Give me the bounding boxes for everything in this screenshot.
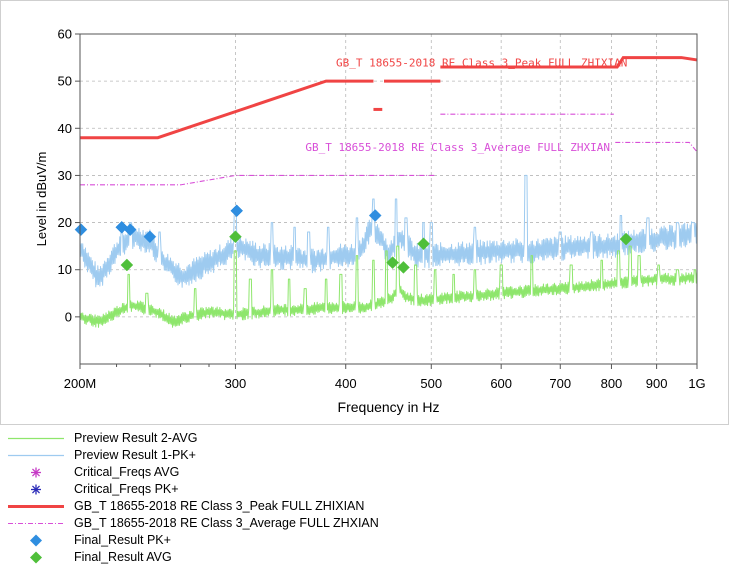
final-avg-marker [619, 232, 633, 246]
legend-item: Final_Result PK+ [0, 532, 730, 549]
emi-spectrum-chart: 0 10 20 30 40 50 60 200M 300 400 500 600 700 800 900 1G… [34, 27, 706, 416]
legend-symbol-thin-line [8, 454, 64, 457]
peak-limit-segment [80, 79, 374, 140]
final-pk-marker [74, 223, 88, 236]
pk-trace-line [79, 174, 698, 288]
x-tick-label: 600 [490, 376, 512, 391]
avg-trace-line [79, 245, 698, 328]
y-tick-label: 0 [65, 309, 72, 324]
x-tick-label: 1G [688, 376, 705, 391]
legend-symbol-diamond [30, 551, 42, 564]
legend-item: Preview Result 2-AVG [0, 430, 730, 447]
legend-label: Critical_Freqs PK+ [74, 482, 179, 496]
legend-symbol-diamond [30, 534, 42, 547]
final-pk-marker [143, 230, 157, 244]
y-tick-label: 60 [58, 27, 72, 42]
legend-symbol-star [31, 467, 41, 478]
limit-lines [80, 56, 698, 186]
legend-symbol-thin-line [8, 437, 64, 440]
y-tick-label: 40 [58, 121, 72, 136]
limit-annotation: GB_T 18655-2018 RE Class 3_Average FULL … [305, 141, 610, 154]
final-pk-marker [230, 204, 244, 218]
x-tick-label: 300 [225, 376, 247, 391]
avg-limit-segment [615, 141, 698, 153]
y-axis-label: Level in dBuV/m [34, 152, 49, 247]
chart-frame: 0 10 20 30 40 50 60 200M 300 400 500 600 700 800 900 1G… [0, 0, 729, 425]
legend-item: Preview Result 1-PK+ [0, 447, 730, 464]
legend-item: GB_T 18655-2018 RE Class 3_Average FULL … [0, 515, 730, 532]
legend-symbol-thick-line [8, 505, 64, 508]
legend-diamond [30, 551, 42, 564]
x-tick-label: 900 [646, 376, 668, 391]
peak-limit-segment [440, 56, 698, 69]
legend-symbol-star [31, 484, 41, 495]
final-pk-marker [368, 209, 382, 222]
avg-limit-segment [80, 174, 436, 186]
measurement-traces [79, 174, 698, 328]
final-pk-marker [123, 223, 137, 236]
final-avg-marker [229, 230, 242, 244]
legend: Preview Result 2-AVG Preview Result 1-PK+… [0, 430, 730, 574]
legend-item: GB_T 18655-2018 RE Class 3_Peak FULL ZHI… [0, 498, 730, 515]
final-avg-marker [397, 261, 410, 274]
legend-star-stroke [32, 485, 40, 494]
y-tick-label: 30 [58, 168, 72, 183]
axis-ticks: 0 10 20 30 40 50 60 200M 300 400 500 600 700 800 900 1G… [58, 27, 706, 392]
legend-label: GB_T 18655-2018 RE Class 3_Peak FULL ZHI… [74, 499, 365, 513]
y-tick-label: 20 [58, 215, 72, 230]
legend-label: Final_Result AVG [74, 550, 172, 564]
final-avg-marker [120, 258, 134, 272]
grid-lines [80, 34, 697, 364]
x-tick-label: 400 [335, 376, 357, 391]
legend-label: Preview Result 1-PK+ [74, 448, 196, 462]
legend-symbol-dash-line [8, 522, 64, 525]
legend-label: Critical_Freqs AVG [74, 465, 180, 479]
final-pk-marker [115, 220, 129, 234]
limit-annotation: GB_T 18655-2018 RE Class 3_Peak FULL ZHI… [336, 56, 627, 69]
final-result-markers [74, 204, 633, 274]
x-tick-label: 200M [64, 376, 97, 391]
final-avg-marker [386, 256, 399, 269]
legend-item: Critical_Freqs PK+ [0, 481, 730, 498]
legend-item: Critical_Freqs AVG [0, 464, 730, 481]
legend-label: GB_T 18655-2018 RE Class 3_Average FULL … [74, 516, 379, 530]
final-avg-marker [417, 237, 430, 251]
y-tick-label: 50 [58, 74, 72, 89]
legend-star-stroke [32, 468, 40, 477]
x-tick-label: 500 [420, 376, 442, 391]
y-tick-label: 10 [58, 262, 72, 277]
legend-label: Final_Result PK+ [74, 533, 171, 547]
x-tick-label: 700 [549, 376, 571, 391]
legend-diamond [30, 534, 42, 547]
legend-item: Final_Result AVG [0, 549, 730, 566]
plot-area-border [79, 33, 698, 365]
x-tick-label: 800 [601, 376, 623, 391]
x-axis-label: Frequency in Hz [338, 399, 440, 415]
legend-label: Preview Result 2-AVG [74, 431, 198, 445]
